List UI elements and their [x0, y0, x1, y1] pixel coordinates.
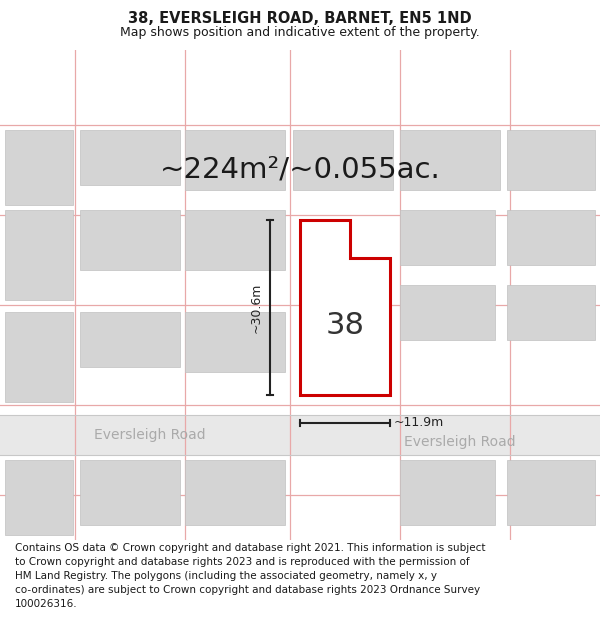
Text: Map shows position and indicative extent of the property.: Map shows position and indicative extent…	[120, 26, 480, 39]
Bar	[400, 130, 500, 190]
Bar	[185, 312, 285, 372]
Bar	[185, 460, 285, 525]
Bar	[400, 210, 495, 265]
Bar	[507, 460, 595, 525]
Polygon shape	[300, 220, 390, 395]
Text: 38: 38	[325, 311, 365, 339]
Bar	[400, 285, 495, 340]
Bar	[507, 210, 595, 265]
Bar	[80, 130, 180, 185]
Bar	[185, 130, 285, 190]
Text: 38, EVERSLEIGH ROAD, BARNET, EN5 1ND: 38, EVERSLEIGH ROAD, BARNET, EN5 1ND	[128, 11, 472, 26]
Bar	[80, 460, 180, 525]
Bar	[5, 460, 73, 535]
Bar	[293, 130, 393, 190]
Text: ~224m²/~0.055ac.: ~224m²/~0.055ac.	[160, 156, 440, 184]
Text: Eversleigh Road: Eversleigh Road	[404, 435, 516, 449]
Text: ~30.6m: ~30.6m	[250, 282, 263, 332]
Bar	[185, 210, 285, 270]
Bar	[507, 130, 595, 190]
Bar	[80, 210, 180, 270]
Bar	[5, 312, 73, 402]
Text: Eversleigh Road: Eversleigh Road	[94, 428, 206, 442]
Bar	[0, 415, 600, 455]
Bar	[80, 312, 180, 367]
Bar	[507, 285, 595, 340]
Bar	[5, 130, 73, 205]
Bar	[400, 460, 495, 525]
Text: ~11.9m: ~11.9m	[394, 416, 444, 429]
Bar	[5, 210, 73, 300]
Text: Contains OS data © Crown copyright and database right 2021. This information is : Contains OS data © Crown copyright and d…	[15, 542, 485, 609]
